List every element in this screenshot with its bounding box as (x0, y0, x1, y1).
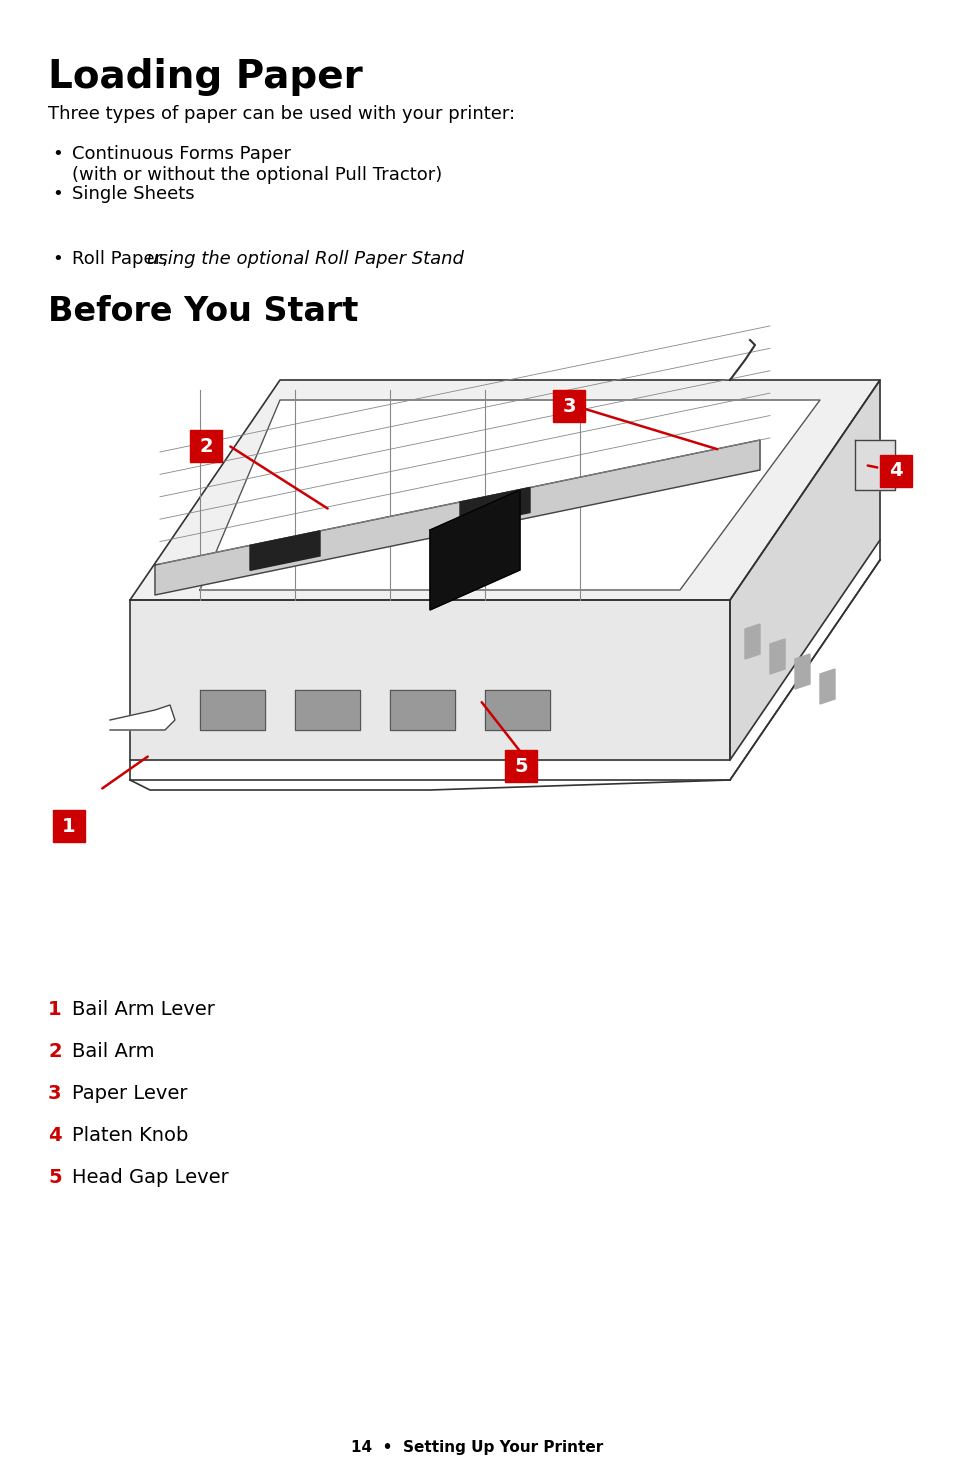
FancyBboxPatch shape (879, 454, 911, 487)
Text: Continuous Forms Paper
(with or without the optional Pull Tractor): Continuous Forms Paper (with or without … (71, 145, 442, 184)
Polygon shape (484, 690, 550, 730)
Polygon shape (459, 488, 530, 527)
FancyBboxPatch shape (504, 749, 537, 782)
Polygon shape (130, 600, 729, 760)
Text: •: • (52, 184, 63, 204)
Polygon shape (729, 381, 879, 760)
Text: Platen Knob: Platen Knob (71, 1125, 188, 1145)
Text: 4: 4 (48, 1125, 62, 1145)
Text: Paper Lever: Paper Lever (71, 1084, 188, 1103)
Text: 4: 4 (888, 462, 902, 481)
Text: •: • (52, 249, 63, 268)
Text: Single Sheets: Single Sheets (71, 184, 194, 204)
Polygon shape (390, 690, 455, 730)
Text: 1: 1 (48, 1000, 62, 1019)
Polygon shape (769, 639, 784, 674)
Text: 5: 5 (514, 757, 527, 776)
Polygon shape (130, 381, 879, 600)
Text: 3: 3 (48, 1084, 61, 1103)
FancyBboxPatch shape (553, 389, 584, 422)
Text: 1: 1 (62, 817, 75, 835)
Polygon shape (794, 653, 809, 689)
Polygon shape (250, 531, 319, 571)
Polygon shape (110, 705, 174, 730)
Polygon shape (200, 690, 265, 730)
Text: 5: 5 (48, 1168, 62, 1187)
Text: 2: 2 (199, 437, 213, 456)
Polygon shape (744, 624, 760, 659)
Text: Bail Arm: Bail Arm (71, 1041, 154, 1061)
Polygon shape (154, 440, 760, 594)
Text: 2: 2 (48, 1041, 62, 1061)
Polygon shape (854, 440, 894, 490)
Polygon shape (820, 670, 834, 704)
Text: Bail Arm Lever: Bail Arm Lever (71, 1000, 214, 1019)
Polygon shape (200, 400, 820, 590)
Text: •: • (52, 145, 63, 164)
Text: Loading Paper: Loading Paper (48, 58, 362, 96)
Text: Head Gap Lever: Head Gap Lever (71, 1168, 229, 1187)
FancyBboxPatch shape (53, 810, 85, 842)
Polygon shape (430, 490, 519, 611)
Text: 14  •  Setting Up Your Printer: 14 • Setting Up Your Printer (351, 1440, 602, 1454)
Polygon shape (294, 690, 359, 730)
Text: Before You Start: Before You Start (48, 295, 358, 327)
Text: 3: 3 (561, 397, 576, 416)
Text: Roll Paper,: Roll Paper, (71, 249, 173, 268)
Text: using the optional Roll Paper Stand: using the optional Roll Paper Stand (147, 249, 463, 268)
Text: Three types of paper can be used with your printer:: Three types of paper can be used with yo… (48, 105, 515, 122)
FancyBboxPatch shape (190, 431, 222, 462)
